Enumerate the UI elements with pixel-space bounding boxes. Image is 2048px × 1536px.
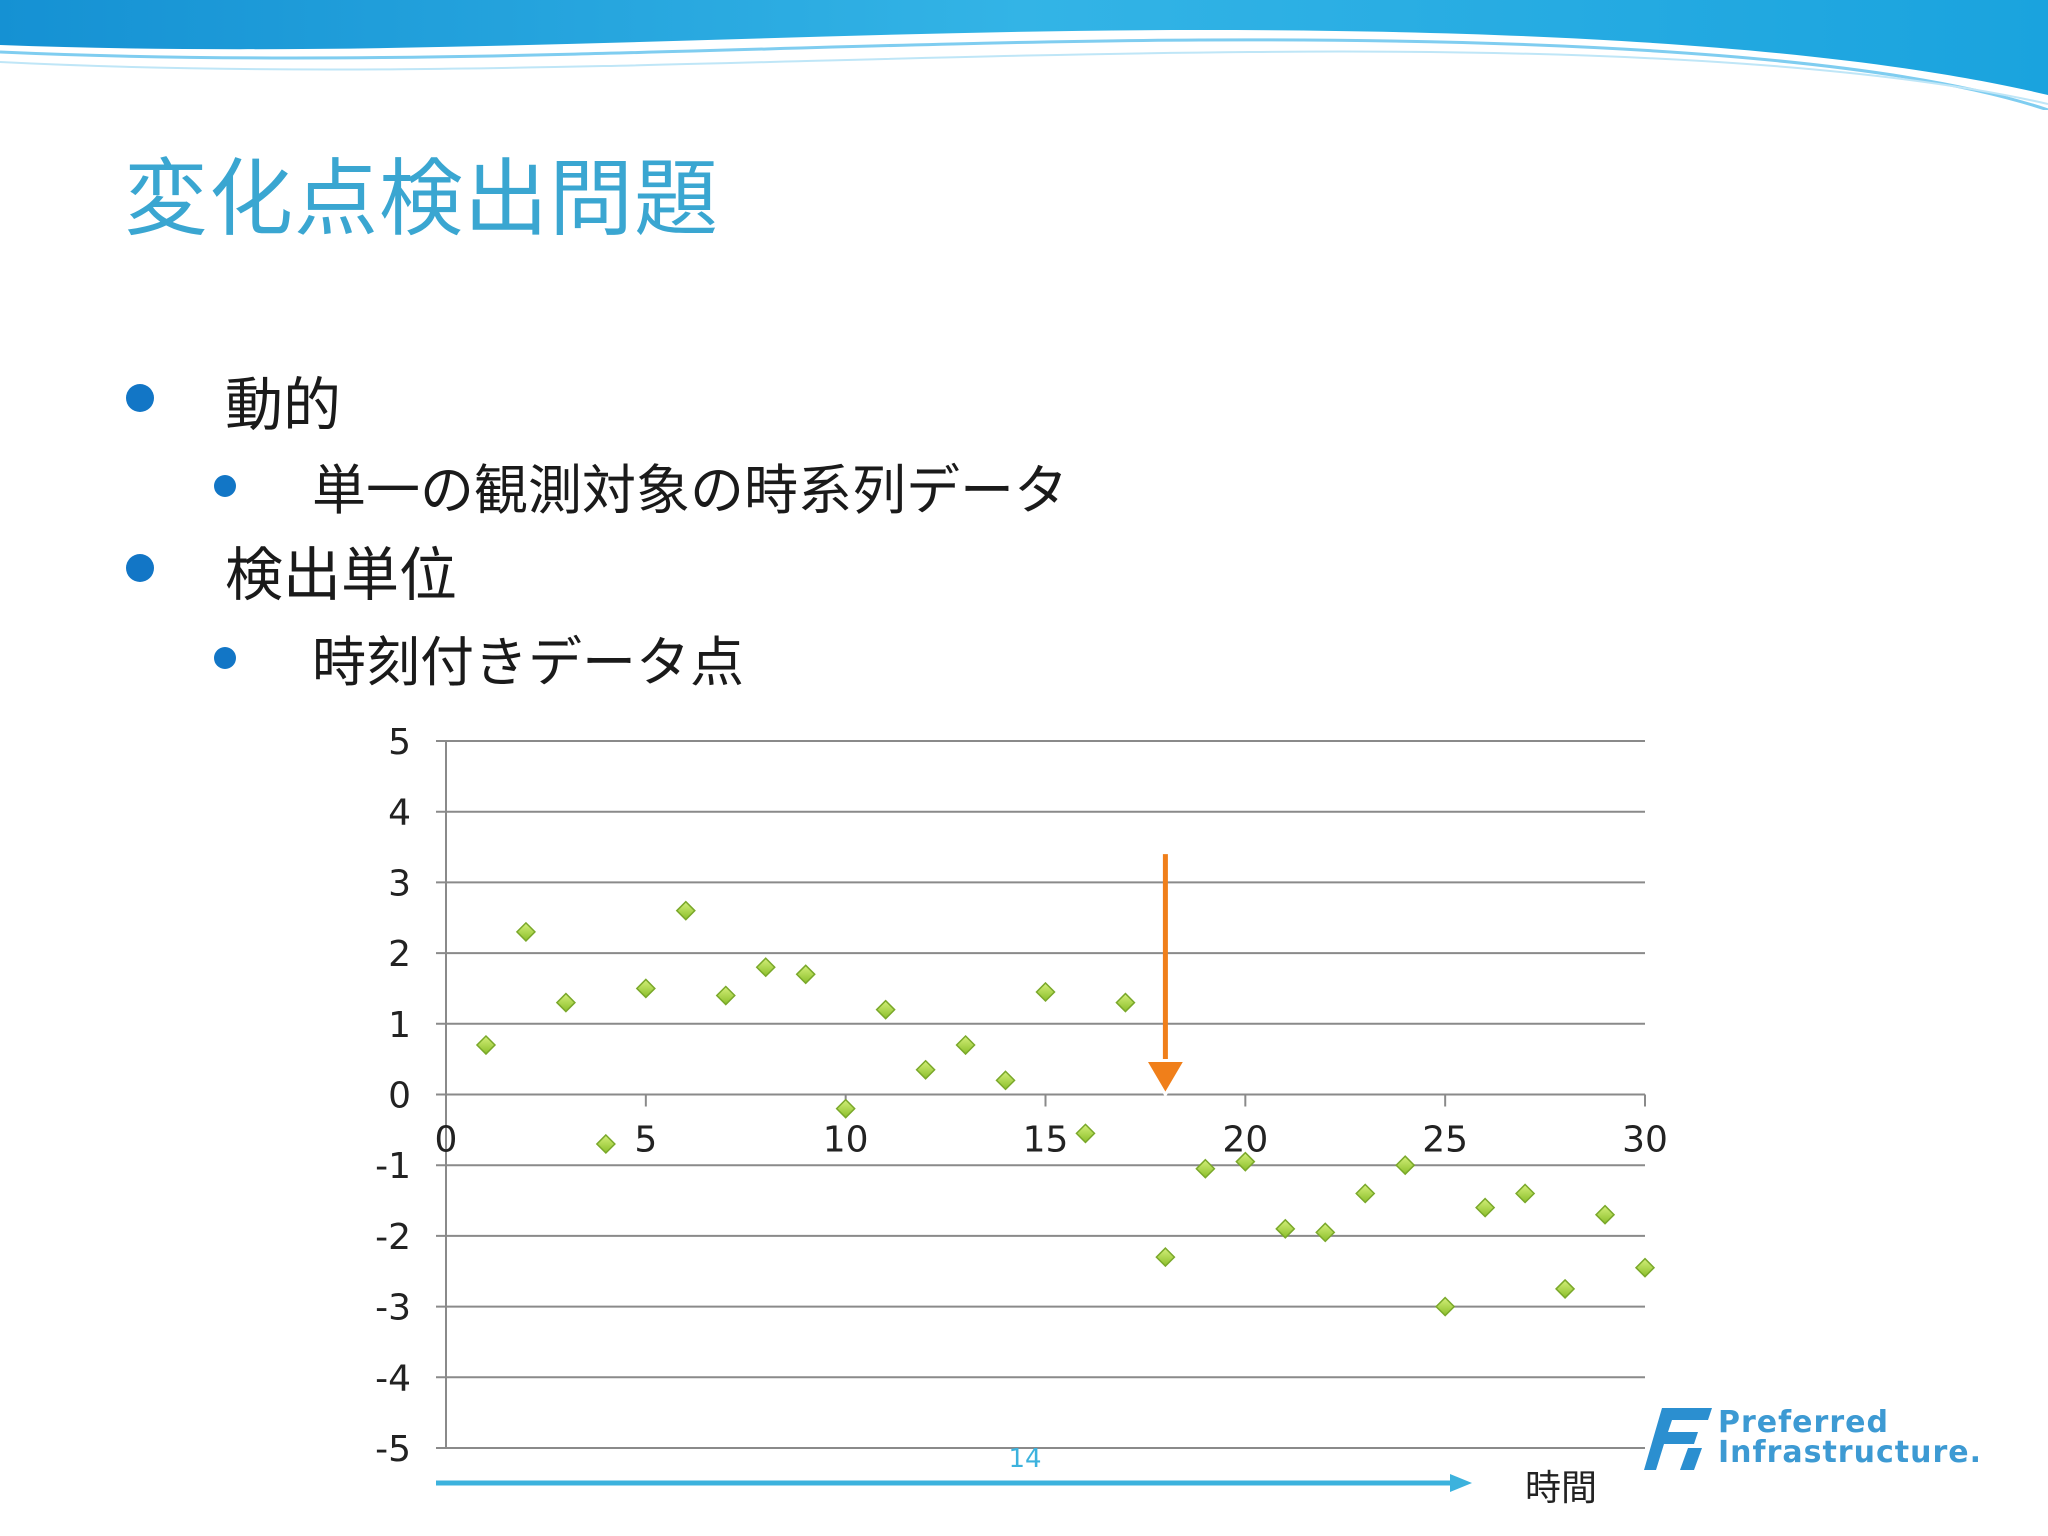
data-point (475, 1034, 497, 1056)
y-tick-label: -4 (375, 1358, 411, 1399)
logo-line1: Preferred (1718, 1405, 1889, 1440)
x-axis-title: 時間 (1525, 1468, 1597, 1509)
slide-title: 変化点検出問題 (124, 150, 720, 248)
data-point (595, 1133, 616, 1155)
y-tick-label: 3 (388, 863, 411, 904)
y-tick-label: 5 (388, 722, 411, 763)
data-point (675, 900, 696, 921)
logo-mark-icon (1644, 1408, 1712, 1470)
data-point (1275, 1218, 1296, 1239)
y-tick-label: -3 (375, 1288, 411, 1329)
y-tick-label: 0 (388, 1076, 411, 1117)
data-point (1555, 1278, 1576, 1299)
time-arrowhead (1450, 1474, 1472, 1492)
header-banner (0, 0, 2048, 110)
data-point (1115, 992, 1136, 1013)
data-point (1355, 1183, 1376, 1204)
sub-bullet-text: 単一の観測対象の時系列データ (312, 459, 1068, 522)
y-tick-label: 2 (388, 934, 411, 975)
data-point (515, 921, 536, 942)
data-point (995, 1070, 1016, 1091)
time-arrow-label: 14 (1008, 1444, 1041, 1474)
data-point (1515, 1183, 1536, 1204)
x-tick-label: 5 (634, 1120, 657, 1161)
y-tick-label: 4 (388, 793, 411, 834)
change-point-arrowhead (1142, 1059, 1189, 1098)
data-point (635, 978, 656, 999)
bullet-text: 動的 (225, 371, 342, 439)
x-tick-label: 0 (435, 1120, 458, 1161)
bullet-text: 検出単位 (225, 541, 458, 609)
data-point (715, 985, 736, 1006)
logo-text: Preferred Infrastructure. (1718, 1408, 1982, 1468)
data-point (795, 964, 816, 985)
y-tick-label: -1 (375, 1146, 411, 1187)
bullet-dot (214, 647, 236, 669)
sub-bullet-text: 時刻付きデータ点 (312, 631, 744, 694)
data-point (1075, 1123, 1096, 1144)
data-point (1435, 1296, 1456, 1317)
data-point (1155, 1247, 1176, 1268)
bullet-dot (214, 475, 236, 497)
y-tick-label: -2 (375, 1217, 411, 1258)
y-tick-label: -5 (375, 1429, 411, 1470)
data-point (1035, 981, 1056, 1003)
data-point (555, 992, 576, 1013)
data-point (1395, 1155, 1416, 1176)
y-tick-label: 1 (388, 1005, 411, 1046)
data-point (1235, 1151, 1256, 1172)
bullet-dot (126, 384, 154, 412)
data-point (1315, 1222, 1336, 1243)
data-point (1634, 1257, 1656, 1278)
x-tick-label: 30 (1622, 1120, 1668, 1161)
data-point (875, 999, 896, 1020)
logo-line2: Infrastructure. (1718, 1435, 1982, 1470)
data-point (1475, 1197, 1496, 1218)
data-point (835, 1098, 856, 1119)
data-point (915, 1059, 936, 1080)
bullet-dot (126, 554, 154, 582)
data-point (1195, 1158, 1216, 1179)
x-tick-label: 15 (1023, 1120, 1069, 1161)
x-tick-label: 25 (1422, 1120, 1468, 1161)
data-point (1594, 1204, 1616, 1225)
data-point (755, 957, 776, 978)
x-tick-label: 10 (823, 1120, 869, 1161)
data-point (955, 1034, 976, 1056)
